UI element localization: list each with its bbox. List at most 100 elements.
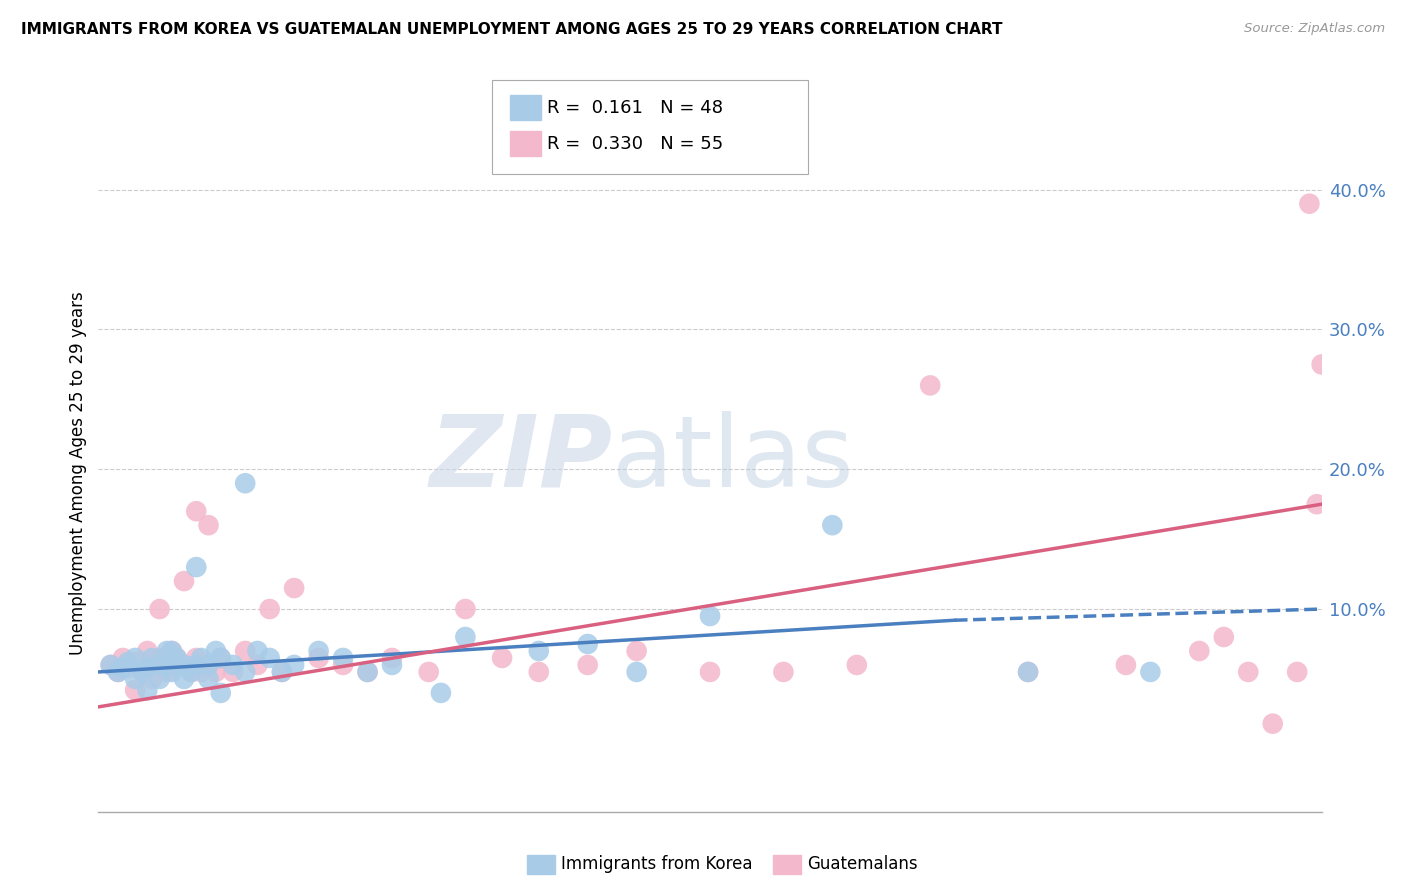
Point: [160, 657, 183, 672]
Point: [626, 644, 648, 658]
Point: [454, 602, 477, 616]
Point: [136, 661, 159, 675]
Point: [173, 657, 195, 672]
Point: [160, 644, 183, 658]
Point: [356, 665, 378, 679]
Point: [381, 657, 404, 672]
Point: [222, 665, 245, 679]
Point: [186, 504, 208, 518]
Point: [186, 560, 208, 574]
Text: Source: ZipAtlas.com: Source: ZipAtlas.com: [1244, 22, 1385, 36]
Point: [117, 661, 139, 675]
Point: [141, 651, 163, 665]
Text: ZIP: ZIP: [429, 410, 612, 508]
Point: [131, 665, 153, 679]
Point: [149, 657, 172, 672]
Point: [491, 651, 513, 665]
Point: [160, 644, 183, 658]
Point: [527, 644, 550, 658]
Text: atlas: atlas: [612, 410, 853, 508]
Point: [920, 378, 942, 392]
Point: [1237, 665, 1260, 679]
Point: [418, 665, 440, 679]
Point: [209, 651, 232, 665]
Point: [283, 581, 305, 595]
Point: [233, 476, 256, 491]
Point: [1188, 644, 1211, 658]
Point: [356, 665, 378, 679]
Point: [149, 672, 172, 686]
Point: [1212, 630, 1234, 644]
Point: [1115, 657, 1137, 672]
Point: [205, 644, 228, 658]
Point: [131, 665, 153, 679]
Point: [111, 661, 134, 675]
Point: [246, 657, 269, 672]
Point: [527, 665, 550, 679]
Point: [222, 657, 245, 672]
Text: IMMIGRANTS FROM KOREA VS GUATEMALAN UNEMPLOYMENT AMONG AGES 25 TO 29 YEARS CORRE: IMMIGRANTS FROM KOREA VS GUATEMALAN UNEM…: [21, 22, 1002, 37]
Point: [209, 651, 232, 665]
Point: [100, 657, 122, 672]
Point: [124, 672, 146, 686]
Point: [197, 657, 219, 672]
Point: [233, 644, 256, 658]
Point: [1139, 665, 1161, 679]
Point: [124, 651, 146, 665]
Text: Guatemalans: Guatemalans: [807, 855, 918, 873]
Point: [173, 657, 195, 672]
Point: [166, 651, 188, 665]
Point: [190, 651, 212, 665]
Point: [270, 665, 294, 679]
Point: [160, 665, 183, 679]
Point: [136, 661, 159, 675]
Point: [107, 665, 129, 679]
Point: [845, 657, 868, 672]
Point: [233, 665, 256, 679]
Point: [626, 665, 648, 679]
Point: [454, 630, 477, 644]
Point: [1017, 665, 1039, 679]
Point: [124, 683, 146, 698]
Point: [270, 665, 294, 679]
Point: [1298, 196, 1320, 211]
Text: Immigrants from Korea: Immigrants from Korea: [561, 855, 752, 873]
Point: [136, 683, 159, 698]
Point: [136, 644, 159, 658]
Point: [308, 651, 330, 665]
Point: [197, 518, 219, 533]
Point: [180, 665, 202, 679]
Point: [576, 657, 599, 672]
Point: [381, 651, 404, 665]
Point: [100, 657, 122, 672]
Point: [1306, 497, 1329, 511]
Point: [124, 655, 146, 669]
Point: [332, 657, 354, 672]
Point: [117, 655, 139, 669]
Point: [209, 686, 232, 700]
Point: [1286, 665, 1309, 679]
Point: [160, 657, 183, 672]
Point: [166, 651, 188, 665]
Point: [772, 665, 794, 679]
Point: [821, 518, 844, 533]
Point: [141, 672, 163, 686]
Point: [205, 665, 228, 679]
Point: [1261, 716, 1284, 731]
Point: [173, 574, 195, 588]
Point: [430, 686, 453, 700]
Point: [699, 665, 721, 679]
Point: [197, 672, 219, 686]
Point: [283, 657, 305, 672]
Point: [149, 602, 172, 616]
Point: [308, 644, 330, 658]
Text: R =  0.330   N = 55: R = 0.330 N = 55: [547, 135, 723, 153]
Point: [107, 665, 129, 679]
Point: [190, 665, 212, 679]
Point: [332, 651, 354, 665]
Point: [186, 657, 208, 672]
Point: [186, 651, 208, 665]
Text: R =  0.161   N = 48: R = 0.161 N = 48: [547, 99, 723, 117]
Point: [180, 665, 202, 679]
Point: [699, 609, 721, 624]
